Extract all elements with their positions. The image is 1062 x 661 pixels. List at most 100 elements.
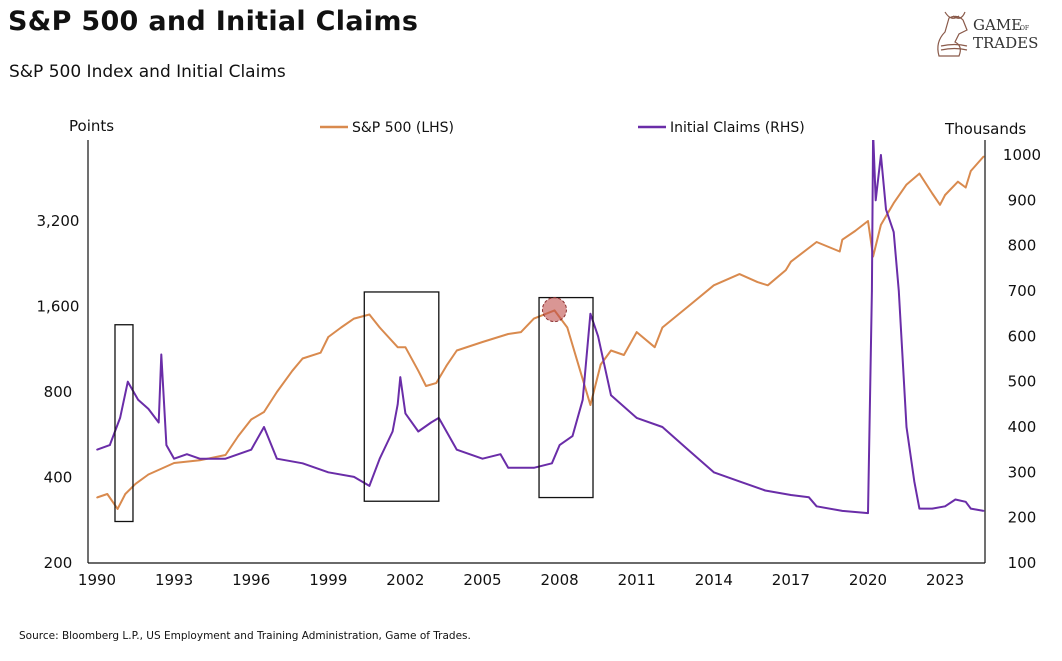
right-tick-label: 1000 [1003,146,1041,164]
sp500-point [124,493,127,495]
sp500-point [291,370,294,372]
initial-claims-point [224,457,227,460]
initial-claims-point [368,485,371,487]
sp500-point [892,202,895,204]
sp500-point [173,462,175,464]
initial-claims-point [982,510,985,512]
initial-claims-point [589,312,592,315]
initial-claims-point [885,208,887,211]
sp500-point [96,496,98,499]
initial-claims-point [635,417,638,419]
sp500-point [815,241,818,243]
initial-claims-point [597,335,599,338]
initial-claims-point [931,507,934,510]
x-tick-label: 2002 [386,571,424,589]
sp500-point [687,305,689,308]
initial-claims-point [147,408,150,410]
sp500-point [417,370,420,372]
initial-claims-point [898,290,900,292]
initial-claims-point [558,444,561,446]
sp500-point [713,284,715,287]
sp500-point [579,370,581,372]
right-axis-title: Thousands [944,120,1026,138]
x-tick-label: 1999 [309,571,347,589]
sp500-point [378,326,381,329]
initial-claims-point [764,489,766,492]
right-tick-label: 800 [1008,237,1037,255]
initial-claims-point [964,501,967,503]
left-tick-label: 800 [44,383,73,401]
initial-claims-point [871,290,873,292]
initial-claims-point [867,512,869,514]
initial-claims-point [119,417,121,419]
initial-claims-point [137,399,139,401]
initial-claims-point [954,498,957,501]
initial-claims-point [713,471,715,474]
sp500-point [756,281,759,283]
initial-claims-point [918,507,921,510]
left-tick-label: 1,600 [37,298,80,316]
svg-text:TRADES: TRADES [973,34,1038,52]
initial-claims-point [445,430,448,433]
legend-claims-label: Initial Claims (RHS) [670,120,805,136]
sp500-point [520,331,522,333]
x-tick-label: 2008 [541,571,579,589]
initial-claims-point [353,476,355,478]
sp500-point [970,170,972,172]
sp500-point [301,357,304,360]
sp500-point [481,341,484,343]
sp500-point [507,333,510,335]
sp500-point [353,317,355,320]
highlight-box [114,324,134,523]
sp500-point [867,220,869,222]
sp500-point [147,473,150,476]
initial-claims-point [610,394,612,397]
sp500-point [404,346,407,349]
sp500-point [964,186,967,189]
initial-claims-point [808,496,810,499]
right-tick-label: 400 [1008,418,1037,436]
sp500-point [653,346,656,349]
sp500-point [880,224,882,226]
sp500-point [944,194,946,196]
source-note: Source: Bloomberg L.P., US Employment an… [19,630,471,642]
sp500-point [276,391,278,393]
x-tick-label: 2023 [926,571,964,589]
sp500-point [116,508,119,510]
initial-claims-point [157,421,160,424]
sp500-point [435,382,438,384]
game-of-trades-logo: GAME OF TRADES [937,11,1038,57]
sp500-point [790,260,792,263]
sp500-point [589,404,592,406]
initial-claims-point [551,462,553,465]
left-tick-label: 400 [44,469,73,487]
initial-claims-point [173,457,175,460]
sp500-point [368,313,371,316]
initial-claims-point [327,471,330,474]
initial-claims-point [378,457,381,460]
x-tick-label: 1990 [78,571,116,589]
x-tick-label: 1996 [232,571,270,589]
sp500-point [237,435,240,437]
sp500-point [224,454,227,456]
initial-claims-point [399,376,402,378]
sp500-point [918,172,921,175]
x-tick-label: 2005 [463,571,501,589]
sp500-point [905,183,908,186]
sp500-point [263,411,265,413]
sp500-point [456,349,458,352]
initial-claims-point [841,510,844,512]
initial-claims-point [571,435,574,437]
sp500-point [931,192,934,195]
right-tick-label: 500 [1008,373,1037,391]
x-tick-label: 2020 [849,571,887,589]
right-tick-label: 900 [1008,191,1037,209]
initial-claims-point [404,412,407,415]
initial-claims-point [581,399,584,401]
x-tick-label: 2017 [772,571,810,589]
sp500-point [599,363,602,366]
initial-claims-point [391,430,394,433]
right-tick-label: 300 [1008,463,1037,481]
initial-claims-point [481,457,484,460]
